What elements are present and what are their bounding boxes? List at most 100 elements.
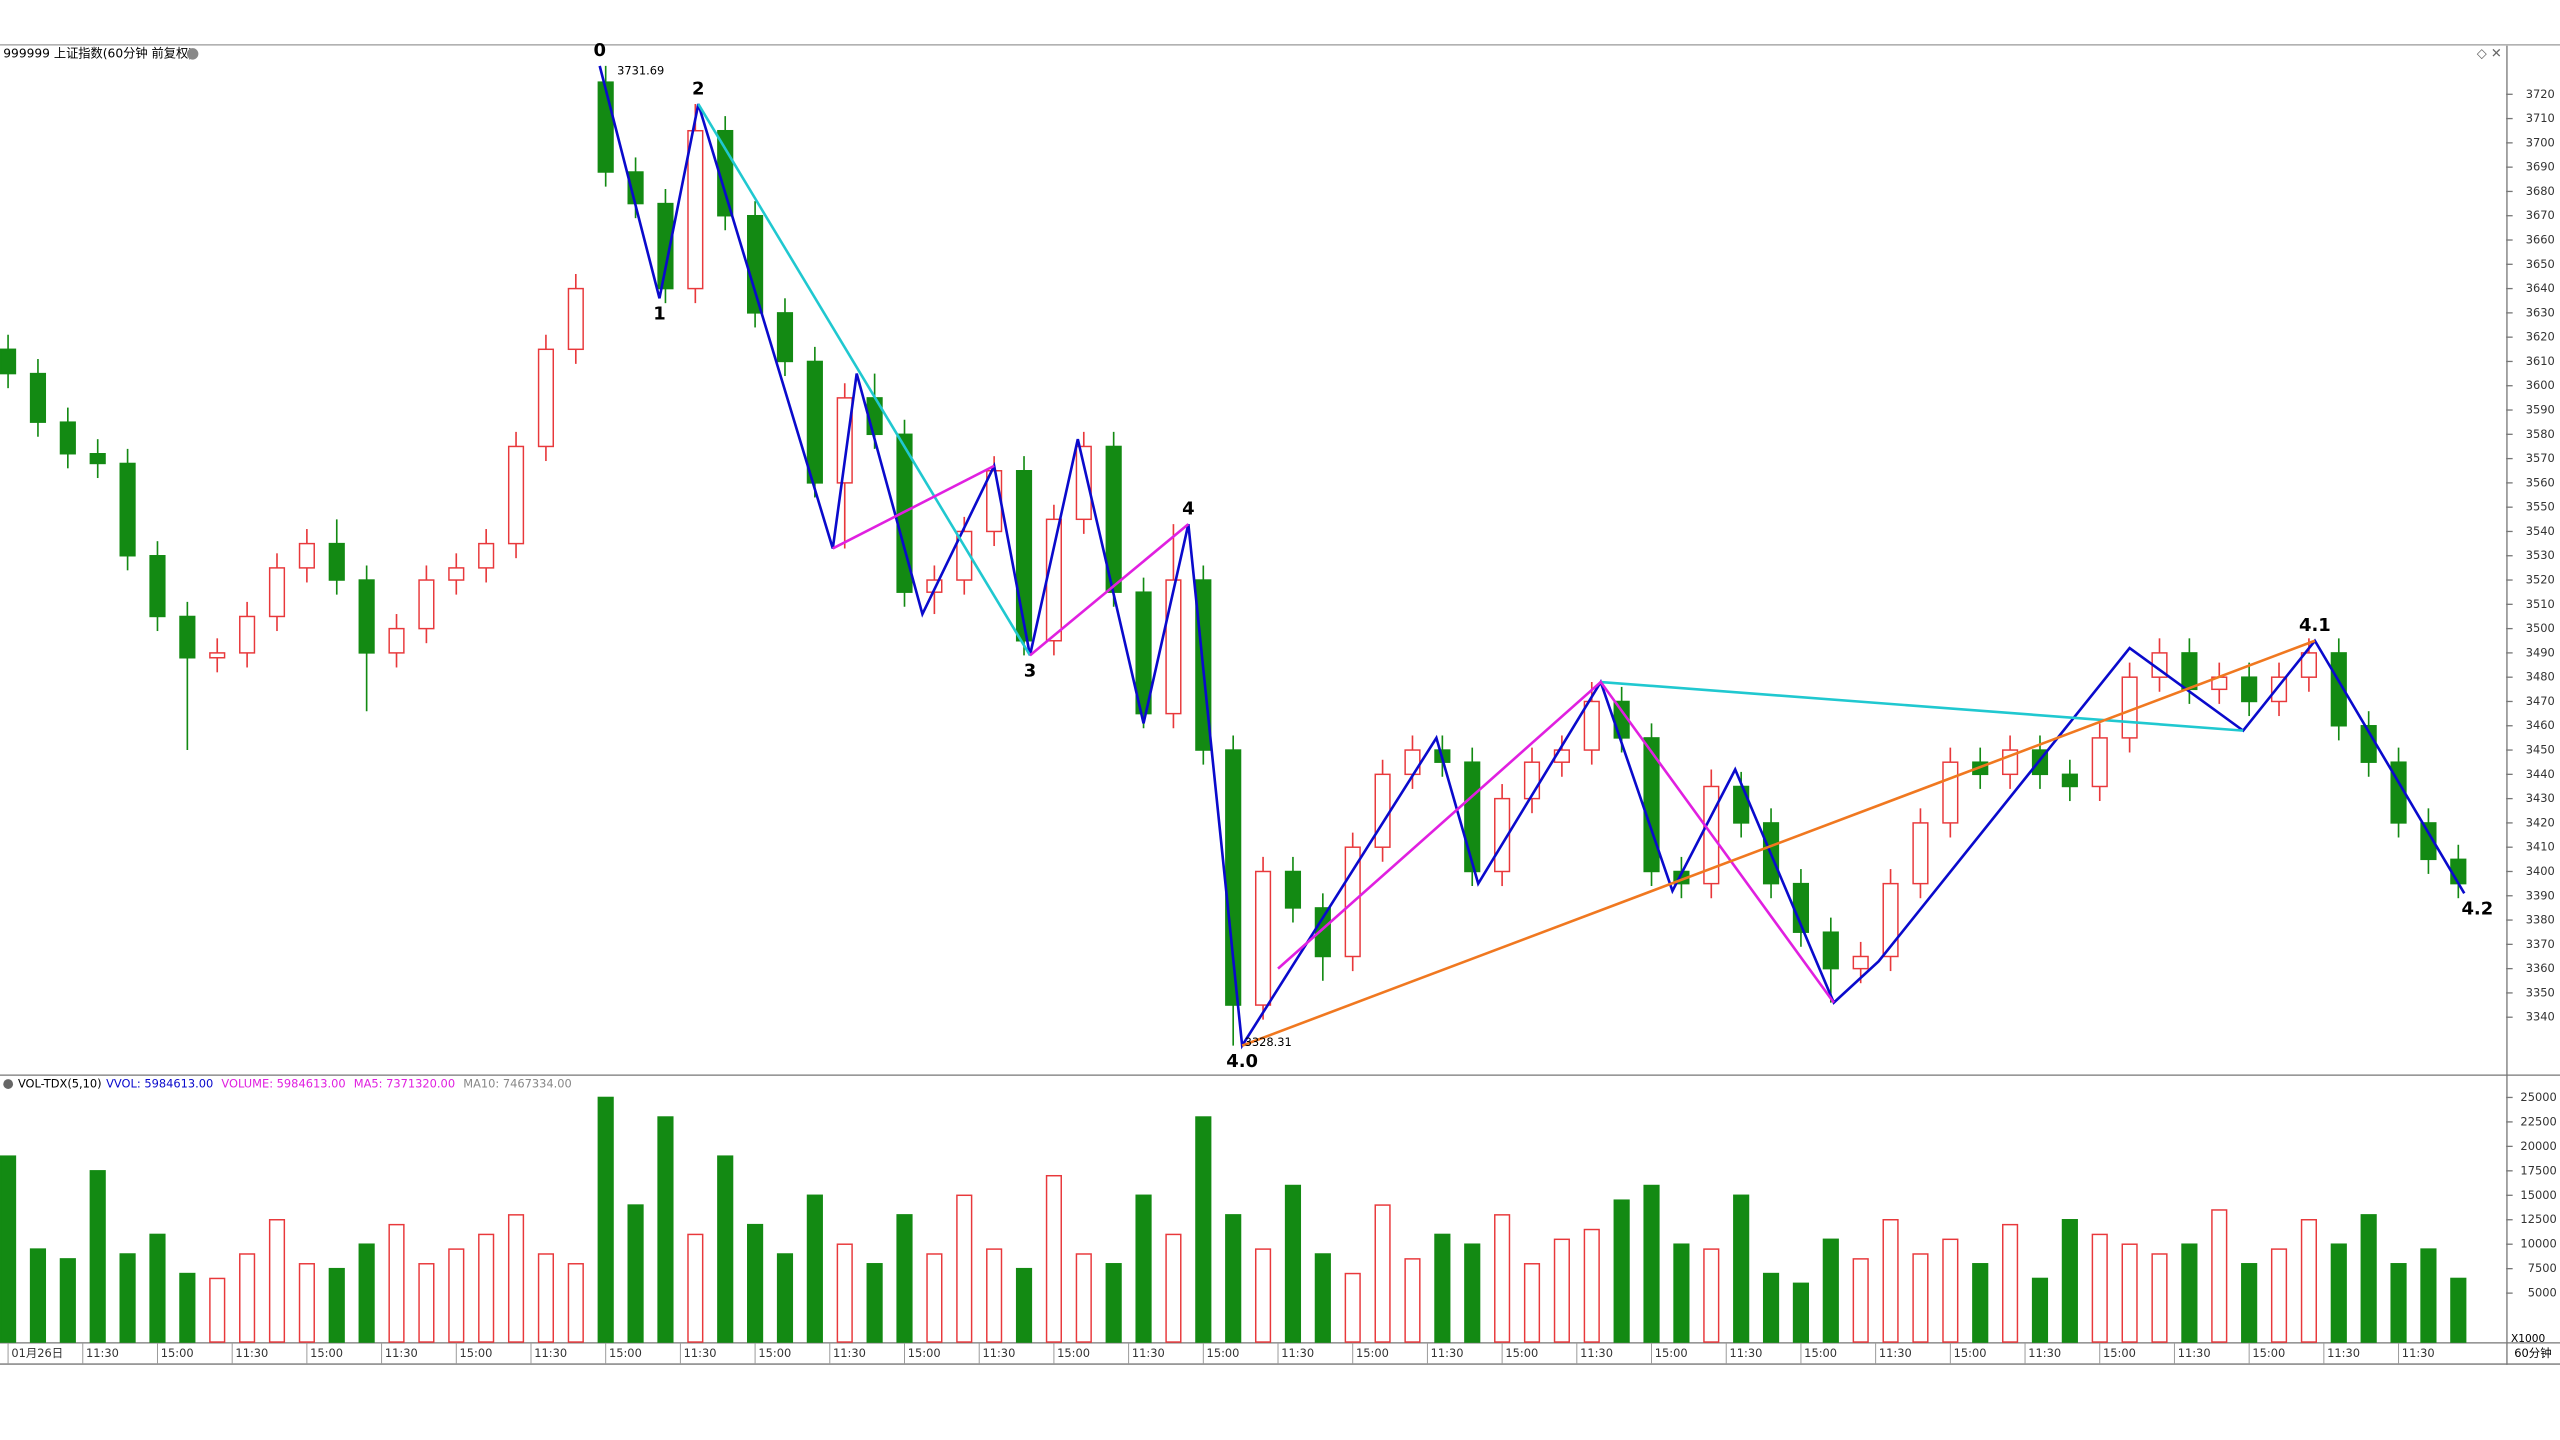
volume-bar xyxy=(418,1263,435,1343)
candle-body xyxy=(1882,882,1899,958)
title-icon[interactable] xyxy=(186,48,199,60)
candle-body xyxy=(567,287,584,351)
wave-label: 0 xyxy=(593,40,605,61)
candle-body xyxy=(2420,822,2437,861)
y-tick-label: 3450 xyxy=(2526,743,2555,757)
wave-line xyxy=(1600,680,2244,732)
volume-bar xyxy=(1972,1263,1989,1343)
x-tick-label: 11:30 xyxy=(1132,1346,1165,1360)
y-tick-label: 3590 xyxy=(2526,403,2555,417)
wave-label: 2 xyxy=(692,78,704,99)
candle-body xyxy=(1374,773,1391,848)
volume-bar xyxy=(268,1219,286,1343)
volume-bar xyxy=(1254,1248,1272,1343)
volume-bar xyxy=(2061,1219,2078,1343)
volume-bar xyxy=(1045,1174,1062,1343)
y-tick-label: 3690 xyxy=(2526,160,2555,174)
candle-body xyxy=(298,542,315,569)
candle-body xyxy=(1254,870,1272,1006)
y-tick-label: 3550 xyxy=(2526,500,2555,514)
volume-bar xyxy=(2270,1248,2288,1343)
candle-body xyxy=(209,652,226,659)
volume-bar xyxy=(1105,1263,1122,1343)
y-tick-label: 3570 xyxy=(2526,451,2555,465)
candle-body xyxy=(1583,700,1600,751)
x-tick-label: 11:30 xyxy=(2327,1346,2360,1360)
candle-body xyxy=(2241,676,2258,703)
y-tick-label: 3610 xyxy=(2526,354,2555,368)
candle-body xyxy=(1314,907,1331,958)
candle-body xyxy=(1494,797,1511,873)
volume-y-tick-label: 7500 xyxy=(2528,1261,2557,1275)
volume-bar xyxy=(89,1170,106,1343)
volume-bar xyxy=(298,1263,315,1343)
x-tick-label: 15:00 xyxy=(1057,1346,1090,1360)
volume-bar xyxy=(29,1248,47,1343)
candle-body xyxy=(179,615,196,659)
volume-bar xyxy=(2121,1243,2138,1343)
wave-label: 4.2 xyxy=(2461,899,2493,920)
candle-body xyxy=(986,470,1003,533)
wave-label: 4 xyxy=(1182,498,1194,519)
x-tick-label: 11:30 xyxy=(385,1346,418,1360)
y-tick-label: 3630 xyxy=(2526,305,2555,319)
y-tick-label: 3620 xyxy=(2526,330,2555,344)
volume-bar xyxy=(717,1155,734,1343)
volume-bar xyxy=(1613,1199,1630,1343)
volume-bar xyxy=(657,1116,674,1343)
x-tick-label: 15:00 xyxy=(1804,1346,1837,1360)
volume-bar xyxy=(1792,1282,1810,1343)
candle-body xyxy=(239,615,256,654)
x-tick-label: 15:00 xyxy=(460,1346,493,1360)
wave-label: 1 xyxy=(653,304,665,325)
volume-bar xyxy=(1404,1258,1421,1343)
candle-body xyxy=(358,579,375,654)
volume-bar xyxy=(1553,1238,1570,1343)
y-tick-label: 3470 xyxy=(2526,694,2555,708)
y-tick-label: 3560 xyxy=(2526,475,2555,489)
y-tick-label: 3600 xyxy=(2526,378,2555,392)
wave-label: 3 xyxy=(1024,661,1036,682)
candle-body xyxy=(388,627,405,654)
volume-bar xyxy=(956,1194,973,1343)
candle-body xyxy=(328,542,345,581)
volume-bar xyxy=(1135,1194,1152,1343)
volume-bar xyxy=(2241,1263,2258,1343)
volume-bar xyxy=(1583,1228,1600,1343)
candle-body xyxy=(806,360,823,484)
x-tick-label: 15:00 xyxy=(2103,1346,2136,1360)
volume-bar xyxy=(1733,1194,1750,1343)
volume-bar xyxy=(1643,1184,1660,1343)
candle-body xyxy=(478,542,495,569)
candle-body xyxy=(1284,870,1302,909)
volume-bar xyxy=(567,1263,584,1343)
y-tick-label: 3370 xyxy=(2526,937,2555,951)
y-tick-label: 3430 xyxy=(2526,791,2555,805)
volume-bar xyxy=(627,1204,644,1343)
volume-bar xyxy=(896,1214,913,1343)
volume-bar xyxy=(1882,1219,1899,1343)
y-tick-label: 3360 xyxy=(2526,961,2555,975)
candle-body xyxy=(537,348,555,448)
volume-bar xyxy=(2450,1277,2467,1343)
volume-bar xyxy=(1195,1116,1212,1343)
indicator-icon[interactable] xyxy=(3,1079,14,1089)
period-label: 60分钟 xyxy=(2514,1346,2551,1360)
x-tick-label: 01月26日 xyxy=(11,1346,63,1360)
y-tick-label: 3720 xyxy=(2526,87,2555,101)
volume-bar xyxy=(2330,1243,2347,1343)
volume-bar xyxy=(1225,1214,1242,1343)
y-tick-label: 3390 xyxy=(2526,888,2555,902)
volume-bar xyxy=(836,1243,853,1343)
x-tick-label: 15:00 xyxy=(1356,1346,1389,1360)
volume-bar xyxy=(2091,1233,2108,1343)
y-tick-label: 3380 xyxy=(2526,913,2555,927)
y-tick-label: 3670 xyxy=(2526,208,2555,222)
volume-y-tick-label: 25000 xyxy=(2520,1090,2556,1104)
wave-line xyxy=(1241,639,2316,1047)
window-buttons[interactable]: ◇ ✕ xyxy=(2477,46,2502,61)
volume-bar xyxy=(179,1272,196,1343)
candle-body xyxy=(2091,737,2108,788)
y-tick-label: 3490 xyxy=(2526,645,2555,659)
